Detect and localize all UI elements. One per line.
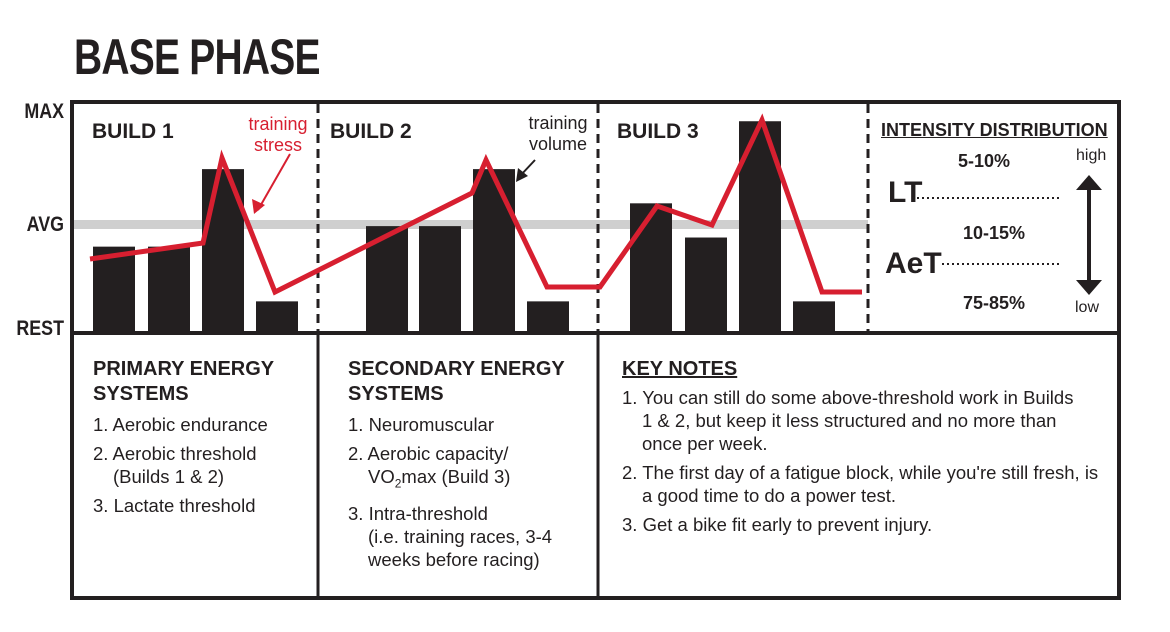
high-label: high [1076,147,1107,164]
list-item: 3. Lactate threshold [93,495,256,516]
arrow-up-icon [1076,175,1102,190]
volume-bar [685,237,727,331]
stress-arrow [257,153,291,211]
list-item: 2. Aerobic threshold [93,443,257,464]
build-3-label: BUILD 3 [617,120,699,143]
y-label-rest: REST [16,317,64,340]
note-line: 3. Get a bike fit early to prevent injur… [622,514,933,535]
build-2-label: BUILD 2 [330,120,412,143]
avg-band [74,220,868,229]
volume-bar [419,226,461,331]
list-item: 3. Intra-threshold [348,502,488,524]
volume-bar [93,246,135,331]
pct-between: 10-15% [963,223,1026,243]
secondary-heading-1: SECONDARY ENERGY [348,358,565,380]
primary-energy-panel: PRIMARY ENERGY SYSTEMS 1. Aerobic enduran… [93,357,274,523]
volume-bar [473,169,515,331]
primary-heading-1: PRIMARY ENERGY [93,358,275,380]
intensity-heading: INTENSITY DISTRIBUTION [881,120,1108,140]
page-title: BASE PHASE [74,29,321,85]
volume-bar [256,301,298,331]
note-line: 2. The first day of a fatigue block, whi… [622,462,1099,483]
volume-bar [527,301,569,331]
pct-above-lt: 5-10% [958,151,1011,171]
list-item: (i.e. training races, 3-4 [368,525,553,547]
list-item: 3. Get a bike fit early to prevent injur… [622,513,1098,536]
build-1-label: BUILD 1 [92,120,174,143]
list-item: 2. The first day of a fatigue block, whi… [622,461,1098,507]
vo-text: VO [368,466,395,487]
lt-label: LT [888,176,923,209]
stress-arrowhead [252,199,265,214]
diagram-frame [70,100,1121,600]
training-stress-label: training stress [248,114,308,155]
y-label-max: MAX [24,100,65,123]
training-stress-line [89,113,862,296]
list-item: 1. Neuromuscular [348,414,495,435]
secondary-energy-panel: SECONDARY ENERGY SYSTEMS 1. Neuromuscular… [348,357,565,577]
list-item: (Builds 1 & 2) [113,466,225,487]
note-line: 1. You can still do some above-threshold… [622,387,1074,408]
key-notes-heading: KEY NOTES [622,358,738,380]
list-item: 2. Aerobic capacity/ [348,443,509,464]
list-item: weeks before racing) [368,548,540,570]
volume-bar [793,301,835,331]
arrow-down-icon [1076,280,1102,295]
note-line: once per week. [642,433,768,454]
key-notes-panel: KEY NOTES 1. You can still do some above… [622,357,1098,542]
list-item: 1. Aerobic endurance [93,414,268,435]
max-text: max (Build 3) [401,466,511,487]
volume-bar [148,246,190,331]
note-line: a good time to do a power test. [642,485,897,506]
y-label-avg: AVG [26,213,64,236]
low-label: low [1075,299,1100,316]
pct-below-aet: 75-85% [963,293,1026,313]
volume-arrowhead [516,168,528,182]
note-line: 1 & 2, but keep it less structured and n… [642,410,1057,431]
secondary-heading-2: SYSTEMS [348,383,444,405]
list-item: 1. You can still do some above-threshold… [622,386,1098,455]
primary-heading-2: SYSTEMS [93,383,189,405]
subscript-2: 2 [394,476,402,491]
aet-label: AeT [885,247,942,280]
volume-bar [630,203,672,331]
list-item: VO2max (Build 3) [348,465,565,496]
training-volume-label: training volume [528,113,588,154]
